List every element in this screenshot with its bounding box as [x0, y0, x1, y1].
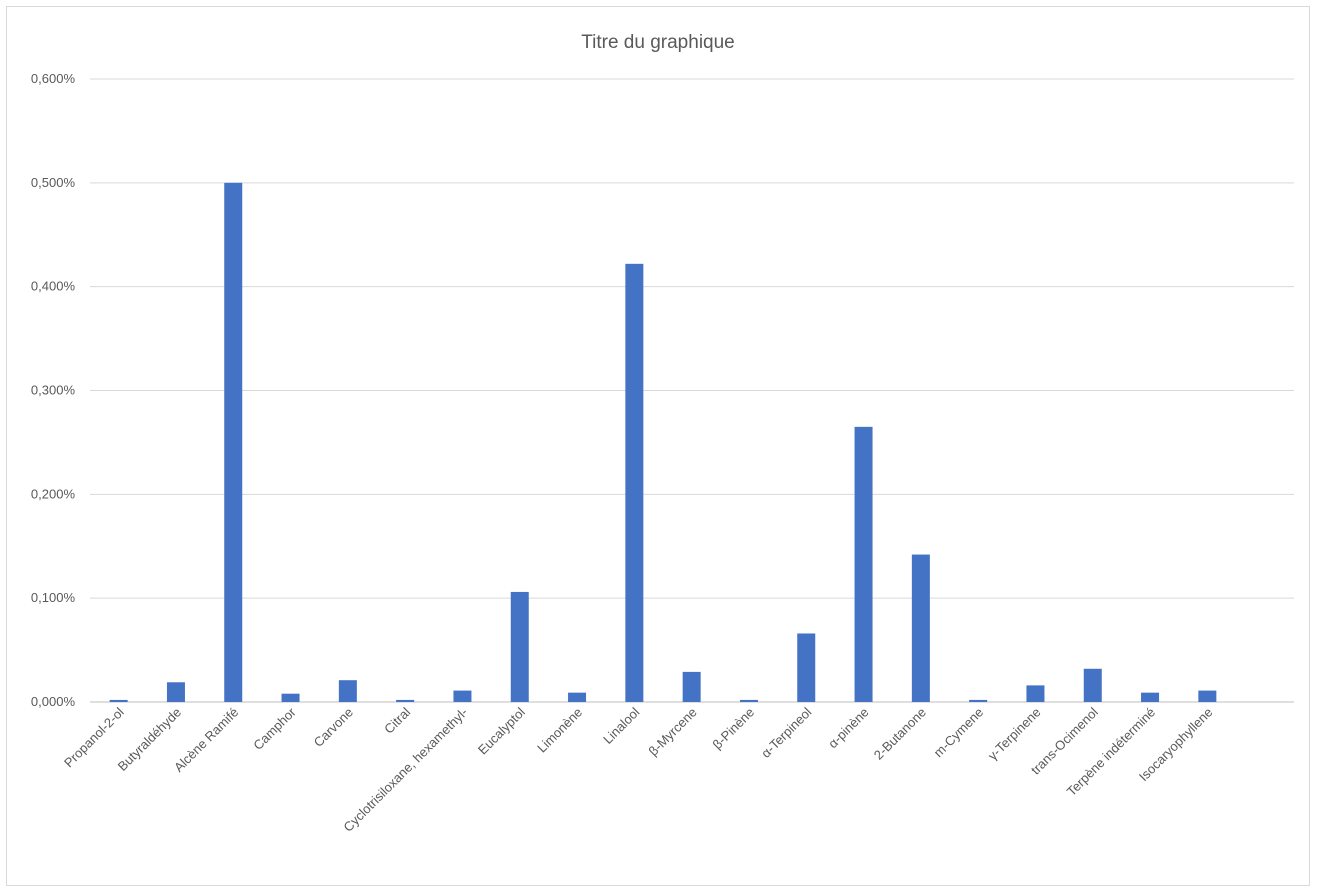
- chart-title: Titre du graphique: [581, 32, 735, 53]
- bar: [969, 699, 988, 702]
- y-tick-label: 0,600%: [31, 71, 76, 86]
- y-tick-label: 0,500%: [31, 175, 76, 190]
- bar: [396, 699, 415, 702]
- y-tick-label: 0,000%: [31, 694, 76, 709]
- bars: [109, 182, 1217, 703]
- bar: [568, 692, 587, 702]
- category-label: β-Pinène: [709, 705, 757, 753]
- y-tick-label: 0,300%: [31, 383, 76, 398]
- y-tick-label: 0,200%: [31, 486, 76, 501]
- bar: [911, 554, 930, 702]
- bar: [739, 699, 758, 702]
- category-label: Camphor: [250, 704, 299, 753]
- category-label: γ-Terpinene: [985, 705, 1044, 764]
- y-axis-tick-labels: 0,000% 0,100% 0,200% 0,300% 0,400% 0,500% 0,60…: [31, 71, 76, 709]
- category-label: β-Myrcene: [646, 705, 700, 759]
- bar: [166, 682, 185, 702]
- category-label: α-Terpineol: [758, 704, 814, 760]
- category-label: Limonène: [534, 705, 585, 756]
- category-label: Citral: [381, 704, 413, 736]
- category-label: Eucalyptol: [475, 704, 528, 757]
- category-label: Cyclotrisiloxane, hexamethyl-: [340, 705, 470, 835]
- chart-area: [6, 6, 1310, 886]
- bar: [1141, 692, 1160, 702]
- bar: [1083, 668, 1102, 702]
- category-label: α-pinène: [825, 705, 872, 752]
- gridlines: [90, 78, 1294, 599]
- y-tick-label: 0,400%: [31, 279, 76, 294]
- bar: [510, 591, 529, 702]
- category-label: 2-Butanone: [871, 705, 929, 763]
- bar: [224, 182, 243, 703]
- bar: [453, 690, 472, 702]
- category-label: m-Cymene: [931, 705, 987, 761]
- y-tick-label: 0,100%: [31, 590, 76, 605]
- bar: [1198, 690, 1217, 702]
- category-label: Carvone: [311, 705, 356, 750]
- bar: [682, 671, 701, 702]
- bar: [854, 426, 873, 702]
- bar: [1026, 685, 1045, 702]
- bar: [281, 693, 300, 702]
- bar: [109, 699, 128, 702]
- bar: [797, 633, 816, 702]
- bar: [338, 680, 357, 702]
- bar: [625, 263, 644, 702]
- category-label: Linalool: [600, 704, 642, 746]
